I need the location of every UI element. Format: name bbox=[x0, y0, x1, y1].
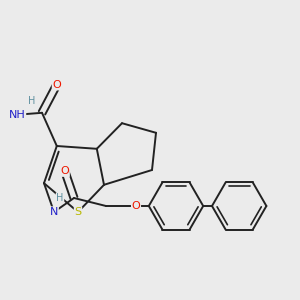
Text: NH: NH bbox=[9, 110, 26, 120]
Text: S: S bbox=[74, 207, 82, 217]
Text: O: O bbox=[52, 80, 61, 90]
Text: N: N bbox=[50, 207, 58, 217]
Text: O: O bbox=[132, 201, 140, 211]
Text: H: H bbox=[56, 193, 64, 203]
Text: H: H bbox=[28, 96, 36, 106]
Text: O: O bbox=[60, 166, 69, 176]
